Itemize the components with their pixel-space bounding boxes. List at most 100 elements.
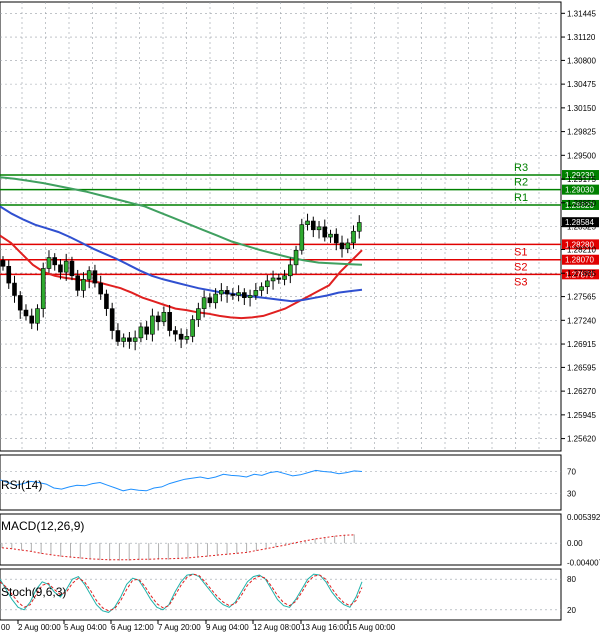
level-name-s3: S3 [514, 276, 527, 288]
candle-body [293, 249, 299, 266]
stochastic-panel[interactable]: 80 20 Stoch(9,6,3) [0, 568, 576, 621]
candle-body [196, 308, 201, 320]
candle-body [29, 315, 35, 324]
ma-line [0, 176, 363, 266]
price-tick-label: 1.26270 [567, 387, 596, 396]
level-price-badge [562, 184, 599, 195]
rsi-tick-label: 70 [567, 468, 576, 477]
level-price-badge [562, 269, 599, 280]
candle-body [339, 242, 345, 250]
candle-body [92, 270, 98, 284]
stoch-k-line [0, 573, 363, 613]
candle-body [213, 293, 218, 304]
candle-body [115, 330, 121, 342]
candle-body [86, 270, 92, 280]
x-tick-label: 13 Aug 16:00 [301, 623, 349, 632]
price-tick-label: 1.31120 [567, 33, 596, 42]
candle-body [288, 264, 293, 277]
rsi-panel-frame [0, 454, 562, 511]
level-name-r3: R3 [514, 162, 528, 174]
level-price-label: 1.28280 [565, 240, 594, 249]
candle-body [150, 315, 155, 335]
price-tick-label: 1.30800 [567, 56, 596, 65]
ma-line [0, 205, 363, 303]
candle-body [253, 290, 259, 296]
candle-body [282, 275, 287, 280]
candle-body [190, 319, 195, 337]
candle-body [356, 222, 362, 232]
candle-body [6, 265, 12, 284]
candle-body [23, 309, 29, 317]
candle-body [230, 293, 236, 296]
candle-body [305, 220, 310, 225]
candle-body [132, 337, 138, 342]
price-tick-label: 1.27240 [567, 316, 596, 325]
candle-body [127, 337, 132, 342]
x-tick-label: 2 Aug 00:00 [18, 623, 61, 632]
x-tick-label: 5 Aug 04:00 [64, 623, 107, 632]
candle-body [75, 275, 80, 291]
price-tick-label: 1.28210 [567, 245, 596, 254]
macd-tick-label: 0.005392 [567, 513, 600, 522]
x-tick-label: 15 Aug 00:00 [348, 623, 396, 632]
price-tick-label: 1.27565 [567, 293, 596, 302]
candlesticks [0, 213, 362, 351]
level-name-s1: S1 [514, 246, 527, 258]
candle-body [155, 315, 161, 323]
time-axis: 00 2 Aug 00:00 5 Aug 04:00 6 Aug 12:00 7 Au… [1, 620, 396, 632]
candle-body [265, 280, 270, 288]
current-price-marker: 1.28584 [562, 217, 599, 228]
candle-body [322, 226, 328, 238]
level-name-r2: R2 [514, 177, 528, 189]
candle-body [144, 326, 149, 335]
candle-body [201, 297, 207, 309]
level-price-label: 1.29230 [565, 171, 594, 180]
candle-body [173, 330, 178, 335]
level-price-label: 1.27870 [565, 270, 594, 279]
x-tick-label: 12 Aug 08:00 [253, 623, 301, 632]
candle-body [310, 220, 316, 231]
stoch-d-line [0, 573, 363, 612]
candle-body [299, 224, 305, 251]
level-name-s2: S2 [514, 262, 527, 274]
candle-body [236, 292, 241, 296]
price-tick-label: 1.27885 [567, 269, 596, 278]
candle-body [178, 333, 184, 340]
price-tick-label: 1.26915 [567, 340, 596, 349]
level-price-badge [562, 170, 599, 181]
candle-body [12, 282, 17, 296]
current-price-badge [562, 217, 599, 228]
macd-signal-line [1, 534, 355, 561]
macd-panel-frame [0, 513, 562, 566]
rsi-panel[interactable]: 70 30 RSI(14) [0, 454, 576, 511]
candle-body [184, 336, 190, 340]
macd-histogram: 0.005392 0.00 -0.004007 [0, 513, 600, 568]
main-price-panel[interactable]: R3 1.29230 R2 1.29030 R1 1.28820 S1 1.28280 S2 1.… [0, 1, 599, 452]
candle-body [259, 286, 264, 291]
stoch-label: Stoch(9,6,3) [1, 585, 66, 599]
candle-body [270, 277, 276, 282]
candle-body [328, 233, 333, 238]
main-grid [0, 2, 561, 451]
candle-body [0, 260, 6, 267]
candle-body [167, 311, 172, 331]
level-name-r1: R1 [514, 192, 528, 204]
price-tick-label: 1.28850 [567, 199, 596, 208]
rsi-line [0, 469, 363, 492]
candle-body [46, 257, 52, 269]
price-tick-label: 1.29825 [567, 128, 596, 137]
rsi-label: RSI(14) [1, 478, 42, 492]
candle-body [58, 264, 63, 273]
macd-panel[interactable]: 0.005392 0.00 -0.004007 MACD(12,26,9) [0, 513, 600, 568]
candle-body [98, 282, 103, 295]
level-price-label: 1.28070 [565, 256, 594, 265]
price-tick-label: 1.25620 [567, 435, 596, 444]
candle-body [219, 290, 224, 295]
candle-body [161, 311, 167, 323]
price-tick-label: 1.29500 [567, 151, 596, 160]
candle-body [81, 279, 86, 291]
x-tick-label: 7 Aug 20:00 [158, 623, 201, 632]
support-resistance-levels: R3 1.29230 R2 1.29030 R1 1.28820 S1 1.28280 S2 1.… [0, 162, 599, 288]
level-price-badge [562, 254, 599, 265]
